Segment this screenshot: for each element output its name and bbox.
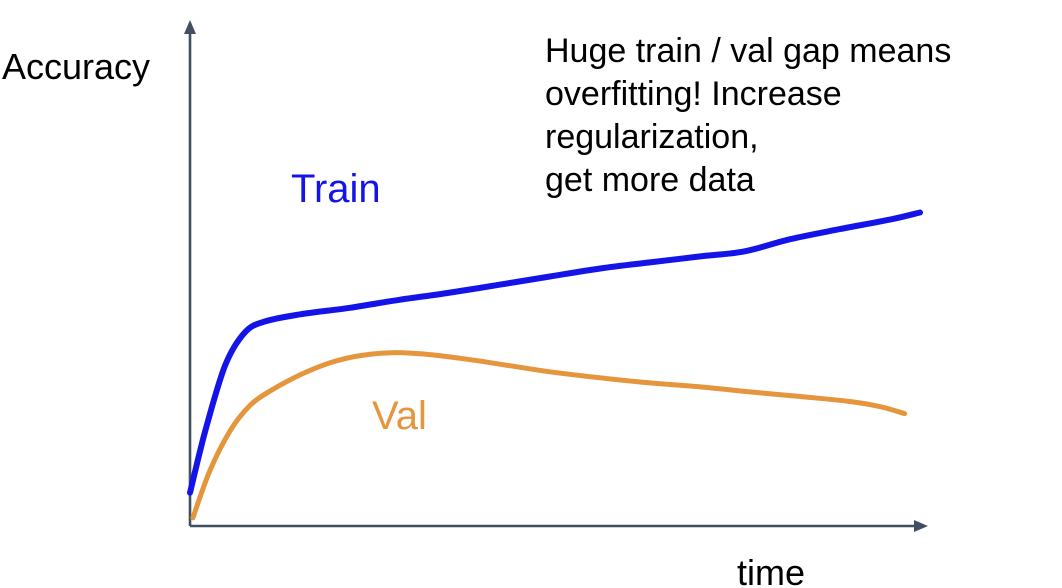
overfitting-annotation: Huge train / val gap means overfitting! … xyxy=(545,32,952,199)
x-axis-label: time xyxy=(737,552,806,588)
train-curve xyxy=(187,209,923,496)
y-axis-arrow-icon xyxy=(184,20,196,34)
val-curve xyxy=(190,350,908,521)
val-series-label: Val xyxy=(372,394,427,438)
x-axis-arrow-icon xyxy=(914,520,928,532)
train-series-label: Train xyxy=(291,167,381,211)
y-axis-label: Accuracy xyxy=(2,46,151,87)
